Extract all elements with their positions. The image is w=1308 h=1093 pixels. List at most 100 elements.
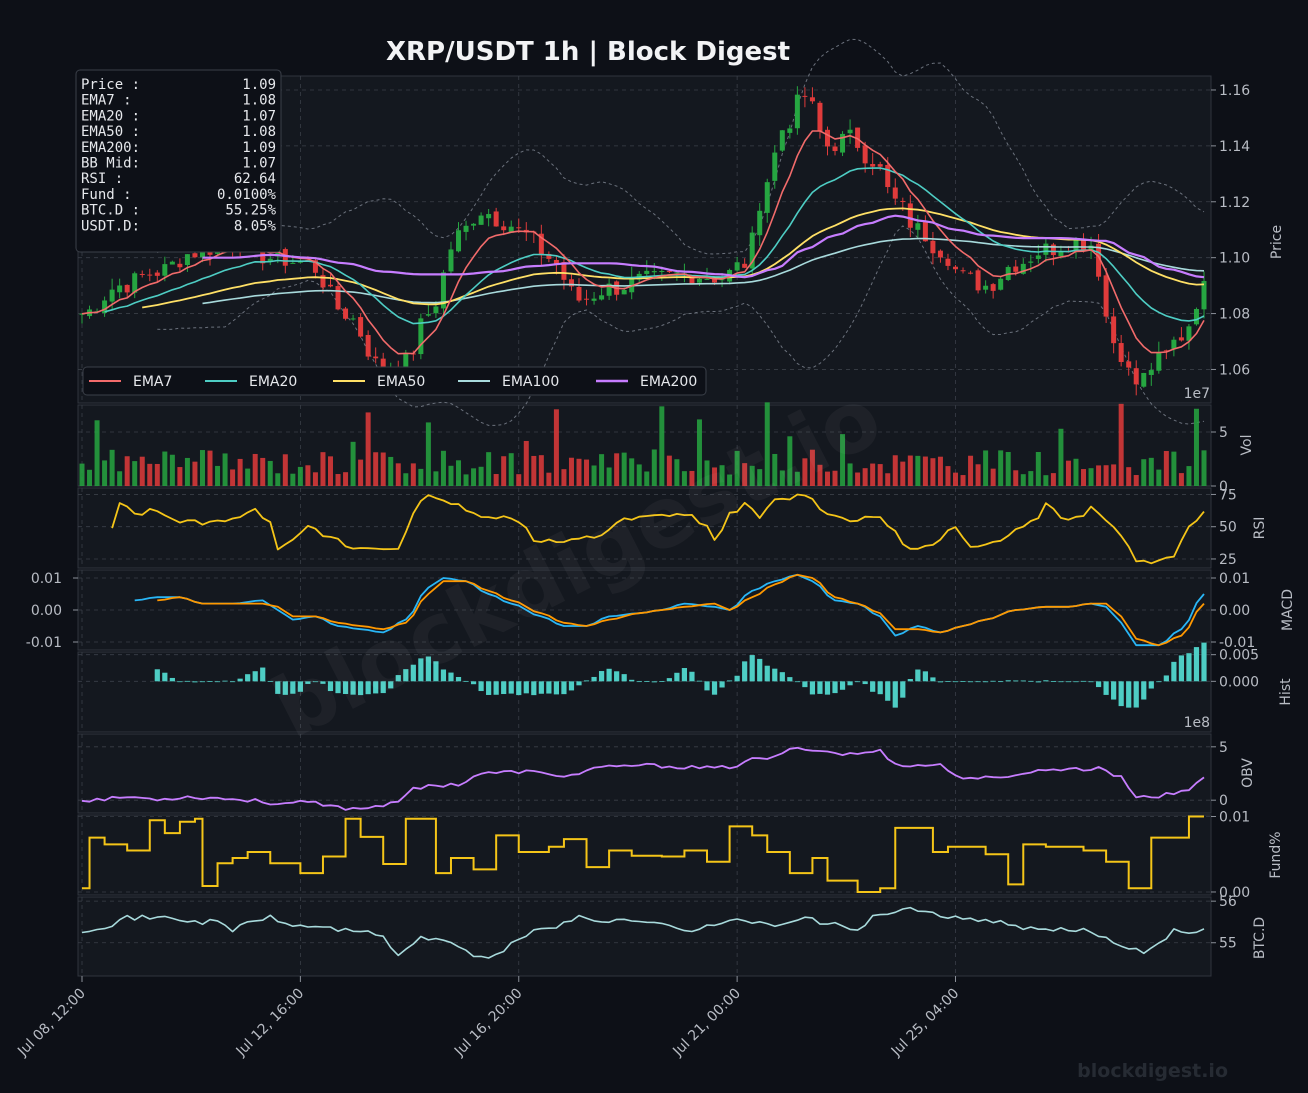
price-candle-body [343, 308, 349, 319]
price-candle-body [350, 318, 356, 320]
price-candle-body [998, 278, 1004, 290]
macd-hist-bar [900, 681, 906, 698]
volume-bar [109, 449, 115, 486]
volume-bar [870, 463, 876, 486]
price-candle-body [169, 261, 175, 265]
hist-panel [77, 651, 1212, 733]
volume-bar [365, 412, 371, 486]
price-candle-body [463, 225, 469, 232]
volume-bar [742, 463, 748, 486]
price-candle-body [877, 164, 883, 167]
price-candle-body [644, 270, 650, 274]
volume-bar [132, 461, 138, 486]
price-candle-body [335, 286, 341, 310]
volume-bar [877, 464, 883, 486]
volume-bar [794, 471, 800, 486]
volume-bar [456, 460, 462, 486]
price-candle-body [1201, 280, 1207, 310]
price-candle-body [1096, 243, 1102, 277]
price-tick-label: 1.06 [1219, 362, 1250, 378]
price-candle-body [990, 284, 996, 291]
macd-hist-bar [358, 681, 364, 696]
volume-bar [139, 456, 145, 486]
price-candle-body [471, 223, 477, 226]
volume-bar [817, 464, 823, 486]
price-candle-body [802, 95, 808, 97]
macd-hist-bar [1141, 681, 1147, 700]
macd-hist-bar [802, 681, 808, 688]
price-candle-body [373, 356, 379, 359]
price-candle-body [749, 232, 755, 269]
macd-hist-bar [448, 672, 454, 682]
price-candle-body [824, 129, 830, 147]
volume-bar [606, 467, 612, 486]
price-candle-body [184, 254, 190, 266]
macd-hist-bar [1088, 681, 1094, 683]
macd-hist-bar [169, 677, 175, 682]
macd-hist-bar [885, 681, 891, 701]
price-candle-body [817, 102, 823, 132]
volume-bar [79, 463, 85, 486]
obv-line [81, 746, 1205, 811]
volume-bar [410, 463, 416, 486]
price-candle-body [79, 313, 85, 315]
price-candle-body [568, 279, 574, 287]
macd-hist-bar [1133, 681, 1139, 708]
volume-bar [358, 459, 364, 486]
btcd-ylabel: BTC.D [1252, 917, 1268, 959]
info-value: 62.64 [234, 171, 276, 187]
price-tick-label: 1.10 [1219, 251, 1250, 267]
price-candle-body [493, 211, 499, 227]
price-candle-body [1013, 266, 1019, 272]
macd-hist-bar [214, 681, 221, 683]
volume-bar [290, 473, 296, 486]
volume-bar [147, 463, 153, 486]
price-candle-body [1193, 309, 1199, 325]
volume-bar [1178, 473, 1184, 486]
macd-hist-bar [975, 681, 981, 683]
volume-bar [840, 434, 846, 486]
volume-bar [1193, 408, 1199, 486]
macd-hist-bar [1126, 681, 1132, 708]
macd-hist-bar [824, 681, 831, 695]
volume-bar [373, 452, 379, 486]
macd-hist-bar [757, 658, 763, 682]
rsi-line [111, 493, 1205, 565]
macd-hist-bar [373, 681, 379, 694]
info-value: 55.25% [225, 203, 276, 219]
macd-hist-bar [365, 681, 371, 695]
volume-bar [599, 454, 605, 486]
volume-bar [327, 456, 333, 486]
price-candle-body [606, 283, 612, 296]
price-candle-body [968, 272, 974, 274]
volume-bar [855, 472, 861, 486]
macd-hist-bar [855, 681, 861, 683]
price-candle-body [599, 295, 605, 300]
volume-bar [681, 471, 687, 486]
volume-bar [418, 468, 424, 486]
rsi-panel [77, 487, 1212, 569]
volume-bar [945, 466, 951, 486]
macd-hist-bar [967, 681, 974, 683]
volume-bar [847, 463, 853, 486]
volume-bar [154, 463, 160, 486]
info-label: EMA7 : [81, 93, 132, 109]
volume-bar [508, 453, 514, 486]
price-candle-body [109, 289, 115, 302]
volume-bar [523, 440, 529, 486]
macd-hist-bar [425, 656, 431, 682]
info-box: Price : 1.09 EMA7 : 1.08 EMA20 : 1.07 EMA50 : 1… [75, 69, 282, 253]
price-candle-body [546, 253, 552, 259]
price-candle-body [132, 273, 138, 293]
price-candle-body [719, 279, 725, 281]
macd-hist-bar [689, 671, 695, 682]
macd-hist-bar [546, 681, 552, 694]
fund-tick-label: 0.01 [1219, 810, 1250, 826]
macd-hist-bar [282, 681, 288, 695]
volume-bar [983, 450, 989, 486]
macd-hist-bar [1186, 653, 1192, 682]
macd-hist-bar [591, 676, 597, 682]
volume-bar [102, 460, 108, 486]
price-candle-body [1178, 337, 1184, 341]
